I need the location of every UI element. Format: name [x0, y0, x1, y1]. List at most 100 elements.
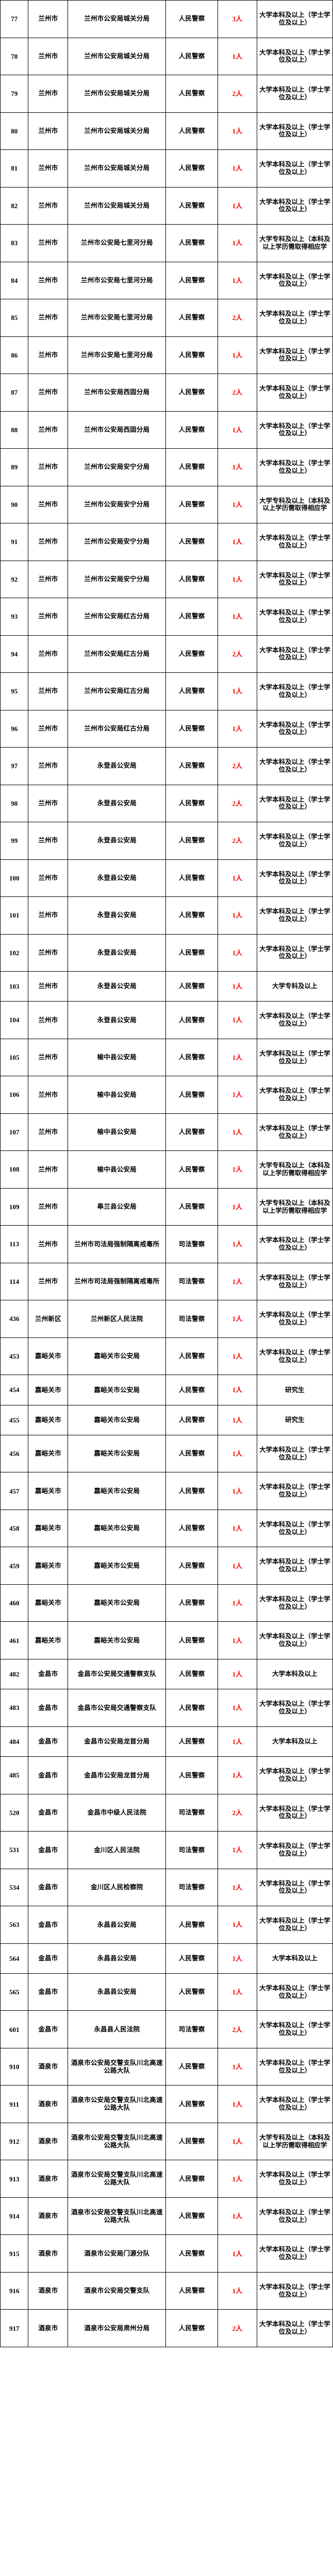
table-row: 912 酒泉市 酒泉市公安局交警支队川北高速公路大队 人民警察 1人 大学专科及以上（本科… [0, 2122, 333, 2161]
cell-department: 嘉峪关市公安局 [68, 1375, 166, 1405]
cell-department: 兰州市司法局强制隔离戒毒所 [68, 1225, 166, 1263]
education-text: 大学本科及以上（学士学位及以上） [259, 1124, 330, 1140]
table-row: 90 兰州市 兰州市公安局安宁分局 人民警察 1人 大学专科及以上（本科及以上学历需取得相… [0, 485, 333, 523]
education-text: 大学本科及以上（学士学位及以上） [259, 347, 330, 363]
cell-department: 兰州市公安局安宁分局 [68, 448, 166, 486]
table-row: 484 金昌市 金昌市公安局龙首分局 人民警察 1人 大学本科及以上 [0, 1726, 333, 1757]
cell-department: 永昌县公安局 [68, 1906, 166, 1944]
education-text: 大学本科及以上（学士学位及以上） [259, 721, 330, 736]
cell-index: 86 [0, 336, 29, 374]
cell-recruit-count: 2人 [218, 374, 257, 412]
cell-post-type: 人民警察 [165, 1973, 219, 2011]
cell-department: 兰州市公安局七里河分局 [68, 336, 166, 374]
cell-recruit-count: 3人 [218, 0, 257, 38]
cell-education: 大学本科及以上（学士学位及以上） [256, 374, 333, 412]
cell-department: 兰州市公安局红古分局 [68, 635, 166, 673]
cell-department: 兰州市公安局红古分局 [68, 709, 166, 748]
cell-city: 金昌市 [28, 1831, 69, 1869]
education-text: 大学本科及以上（学士学位及以上） [259, 1446, 330, 1461]
cell-recruit-count: 1人 [218, 2160, 257, 2198]
cell-post-type: 司法警察 [165, 1262, 219, 1301]
table-row: 917 酒泉市 酒泉市公安局肃州分局 人民警察 2人 大学本科及以上（学士学位及以上） [0, 2309, 333, 2347]
education-text: 大学本科及以上（学士学位及以上） [259, 385, 330, 400]
cell-recruit-count: 1人 [218, 2197, 257, 2235]
table-row: 95 兰州市 兰州市公安局红古分局 人民警察 1人 大学本科及以上（学士学位及以上） [0, 672, 333, 710]
education-text: 大学专科及以上（本科及以上学历需取得相应学 [259, 1199, 330, 1214]
cell-post-type: 人民警察 [165, 1113, 219, 1151]
cell-recruit-count: 1人 [218, 2085, 257, 2123]
cell-city: 嘉峪关市 [28, 1337, 69, 1376]
cell-post-type: 人民警察 [165, 747, 219, 785]
cell-recruit-count: 1人 [218, 2047, 257, 2086]
cell-city: 兰州市 [28, 1076, 69, 1114]
cell-index: 84 [0, 261, 29, 299]
cell-education: 大学本科及以上（学士学位及以上） [256, 149, 333, 188]
education-text: 大学本科及以上（学士学位及以上） [259, 2171, 330, 2187]
cell-education: 大学本科及以上（学士学位及以上） [256, 859, 333, 897]
cell-post-type: 人民警察 [165, 822, 219, 860]
table-row: 461 嘉峪关市 嘉峪关市公安局 人民警察 1人 大学本科及以上（学士学位及以上） [0, 1621, 333, 1659]
cell-city: 兰州市 [28, 598, 69, 636]
cell-index: 482 [0, 1658, 29, 1690]
cell-department: 兰州市公安局城关分局 [68, 112, 166, 150]
table-row: 454 嘉峪关市 嘉峪关市公安局 人民警察 1人 研究生 [0, 1375, 333, 1405]
education-text: 大学本科及以上（学士学位及以上） [259, 1805, 330, 1820]
table-row: 458 嘉峪关市 嘉峪关市公安局 人民警察 1人 大学本科及以上（学士学位及以上） [0, 1509, 333, 1548]
cell-post-type: 人民警察 [165, 2085, 219, 2123]
education-text: 大学本科及以上（学士学位及以上） [259, 460, 330, 474]
cell-post-type: 人民警察 [165, 560, 219, 598]
cell-post-type: 人民警察 [165, 1584, 219, 1622]
cell-recruit-count: 1人 [218, 598, 257, 636]
cell-post-type: 人民警察 [165, 1726, 219, 1757]
cell-education: 大学本科及以上（学士学位及以上） [256, 1831, 333, 1869]
cell-post-type: 人民警察 [165, 224, 219, 262]
cell-recruit-count: 1人 [218, 1831, 257, 1869]
education-text: 大学本科及以上（学士学位及以上） [259, 198, 330, 213]
cell-education: 大学本科及以上（学士学位及以上） [256, 187, 333, 225]
table-row: 101 兰州市 永登县公安局 人民警察 1人 大学本科及以上（学士学位及以上） [0, 896, 333, 935]
cell-city: 金昌市 [28, 1756, 69, 1794]
cell-post-type: 人民警察 [165, 1434, 219, 1473]
cell-education: 大学本科及以上（学士学位及以上） [256, 2272, 333, 2310]
cell-city: 兰州市 [28, 822, 69, 860]
cell-post-type: 人民警察 [165, 112, 219, 150]
education-text: 大学本科及以上（学士学位及以上） [259, 2096, 330, 2112]
table-row: 81 兰州市 兰州市公安局城关分局 人民警察 1人 大学本科及以上（学士学位及以上） [0, 149, 333, 188]
cell-education: 大学本科及以上 [256, 1658, 333, 1690]
cell-index: 565 [0, 1973, 29, 2011]
education-text: 大学本科及以上（学士学位及以上） [259, 2022, 330, 2037]
cell-department: 兰州新区人民法院 [68, 1300, 166, 1338]
education-text: 大学本科及以上（学士学位及以上） [259, 1049, 330, 1065]
cell-education: 大学本科及以上（学士学位及以上） [256, 1906, 333, 1944]
cell-city: 兰州市 [28, 1113, 69, 1151]
cell-index: 453 [0, 1337, 29, 1376]
cell-city: 兰州市 [28, 709, 69, 748]
education-text: 大学本科及以上（学士学位及以上） [259, 1917, 330, 1932]
cell-city: 酒泉市 [28, 2234, 69, 2273]
cell-recruit-count: 1人 [218, 149, 257, 188]
table-row: 92 兰州市 兰州市公安局安宁分局 人民警察 1人 大学本科及以上（学士学位及以上） [0, 560, 333, 598]
cell-education: 大学本科及以上（学士学位及以上） [256, 1262, 333, 1301]
table-row: 85 兰州市 兰州市公安局七里河分局 人民警察 2人 大学本科及以上（学士学位及以上） [0, 299, 333, 337]
cell-post-type: 人民警察 [165, 1472, 219, 1510]
cell-index: 99 [0, 822, 29, 860]
cell-recruit-count: 1人 [218, 1337, 257, 1376]
cell-department: 永登县公安局 [68, 859, 166, 897]
cell-city: 兰州市 [28, 859, 69, 897]
cell-city: 兰州市 [28, 411, 69, 449]
cell-department: 酒泉市公安局门源分队 [68, 2234, 166, 2273]
cell-education: 大学本科及以上（学士学位及以上） [256, 523, 333, 561]
cell-post-type: 人民警察 [165, 1076, 219, 1114]
cell-index: 95 [0, 672, 29, 710]
table-row: 564 金昌市 永昌县公安局 人民警察 1人 大学本科及以上 [0, 1943, 333, 1974]
cell-recruit-count: 1人 [218, 560, 257, 598]
cell-index: 483 [0, 1689, 29, 1727]
education-text: 大学本科及以上（学士学位及以上） [259, 86, 330, 101]
education-text: 大学本科及以上（学士学位及以上） [259, 2320, 330, 2336]
cell-education: 大学本科及以上（学士学位及以上） [256, 1337, 333, 1376]
cell-index: 85 [0, 299, 29, 337]
cell-city: 兰州市 [28, 784, 69, 822]
education-text: 大学本科及以上（学士学位及以上） [259, 11, 330, 26]
cell-department: 嘉峪关市公安局 [68, 1434, 166, 1473]
education-text: 大学本科及以上（学士学位及以上） [259, 534, 330, 549]
